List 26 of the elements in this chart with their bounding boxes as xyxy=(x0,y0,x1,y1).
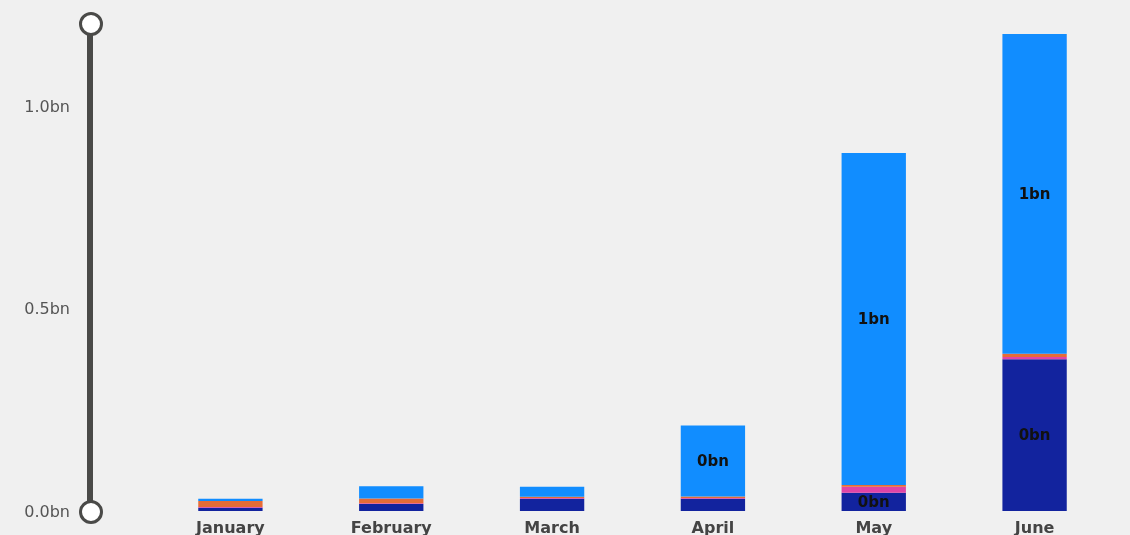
bar xyxy=(198,498,263,501)
bar xyxy=(841,152,906,486)
x-tick-label: June xyxy=(1013,517,1055,535)
x-tick-label: April xyxy=(691,517,735,535)
data-label: 0bn xyxy=(696,451,729,470)
bar xyxy=(841,486,906,493)
y-tick-label: 1.0bn xyxy=(24,96,70,116)
bar xyxy=(359,486,424,499)
y-tick-label: 0.0bn xyxy=(24,501,70,521)
bar xyxy=(680,498,746,511)
y-tick-label: 0.5bn xyxy=(24,299,70,318)
x-tick-label: March xyxy=(524,517,580,535)
bar xyxy=(1002,359,1067,511)
bar xyxy=(359,504,424,511)
data-label: 1bn xyxy=(1018,184,1051,203)
bar xyxy=(1002,33,1067,354)
bar xyxy=(198,500,263,507)
bar xyxy=(519,498,585,511)
data-label: 1bn xyxy=(857,310,890,329)
bar xyxy=(519,486,585,497)
bar xyxy=(1002,357,1067,360)
bar xyxy=(1002,353,1067,358)
data-label: 0bn xyxy=(857,492,890,511)
bar xyxy=(680,425,746,497)
bar xyxy=(359,498,424,504)
data-label: 0bn xyxy=(1018,426,1051,445)
